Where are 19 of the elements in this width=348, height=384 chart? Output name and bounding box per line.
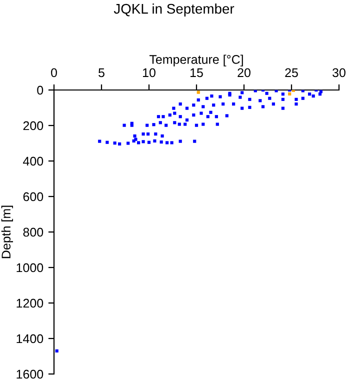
- x-tick-label: 15: [190, 68, 203, 78]
- x-tick-label: 10: [143, 68, 156, 78]
- x-tick-label: 30: [332, 68, 346, 78]
- y-tick-label: 400: [23, 156, 44, 166]
- y-tick-label: 1400: [16, 334, 44, 344]
- x-tick-label: 25: [285, 68, 298, 78]
- y-tick-label: 800: [23, 228, 44, 237]
- y-tick-label: 600: [23, 192, 44, 202]
- chart-title: JQKL in September: [114, 4, 234, 16]
- x-axis-title: Temperature [°C]: [149, 54, 243, 66]
- y-tick-label: 1000: [16, 263, 44, 272]
- y-axis-title: Depth [m]: [1, 206, 13, 258]
- x-tick-label: 20: [238, 68, 250, 78]
- y-tick-label: 1600: [16, 370, 44, 379]
- x-tick-label: 0: [51, 68, 57, 78]
- y-tick-label: 0: [37, 86, 44, 95]
- x-tick-label: 5: [98, 68, 104, 78]
- y-tick-label: 200: [23, 121, 44, 130]
- y-tick-label: 1200: [16, 298, 44, 308]
